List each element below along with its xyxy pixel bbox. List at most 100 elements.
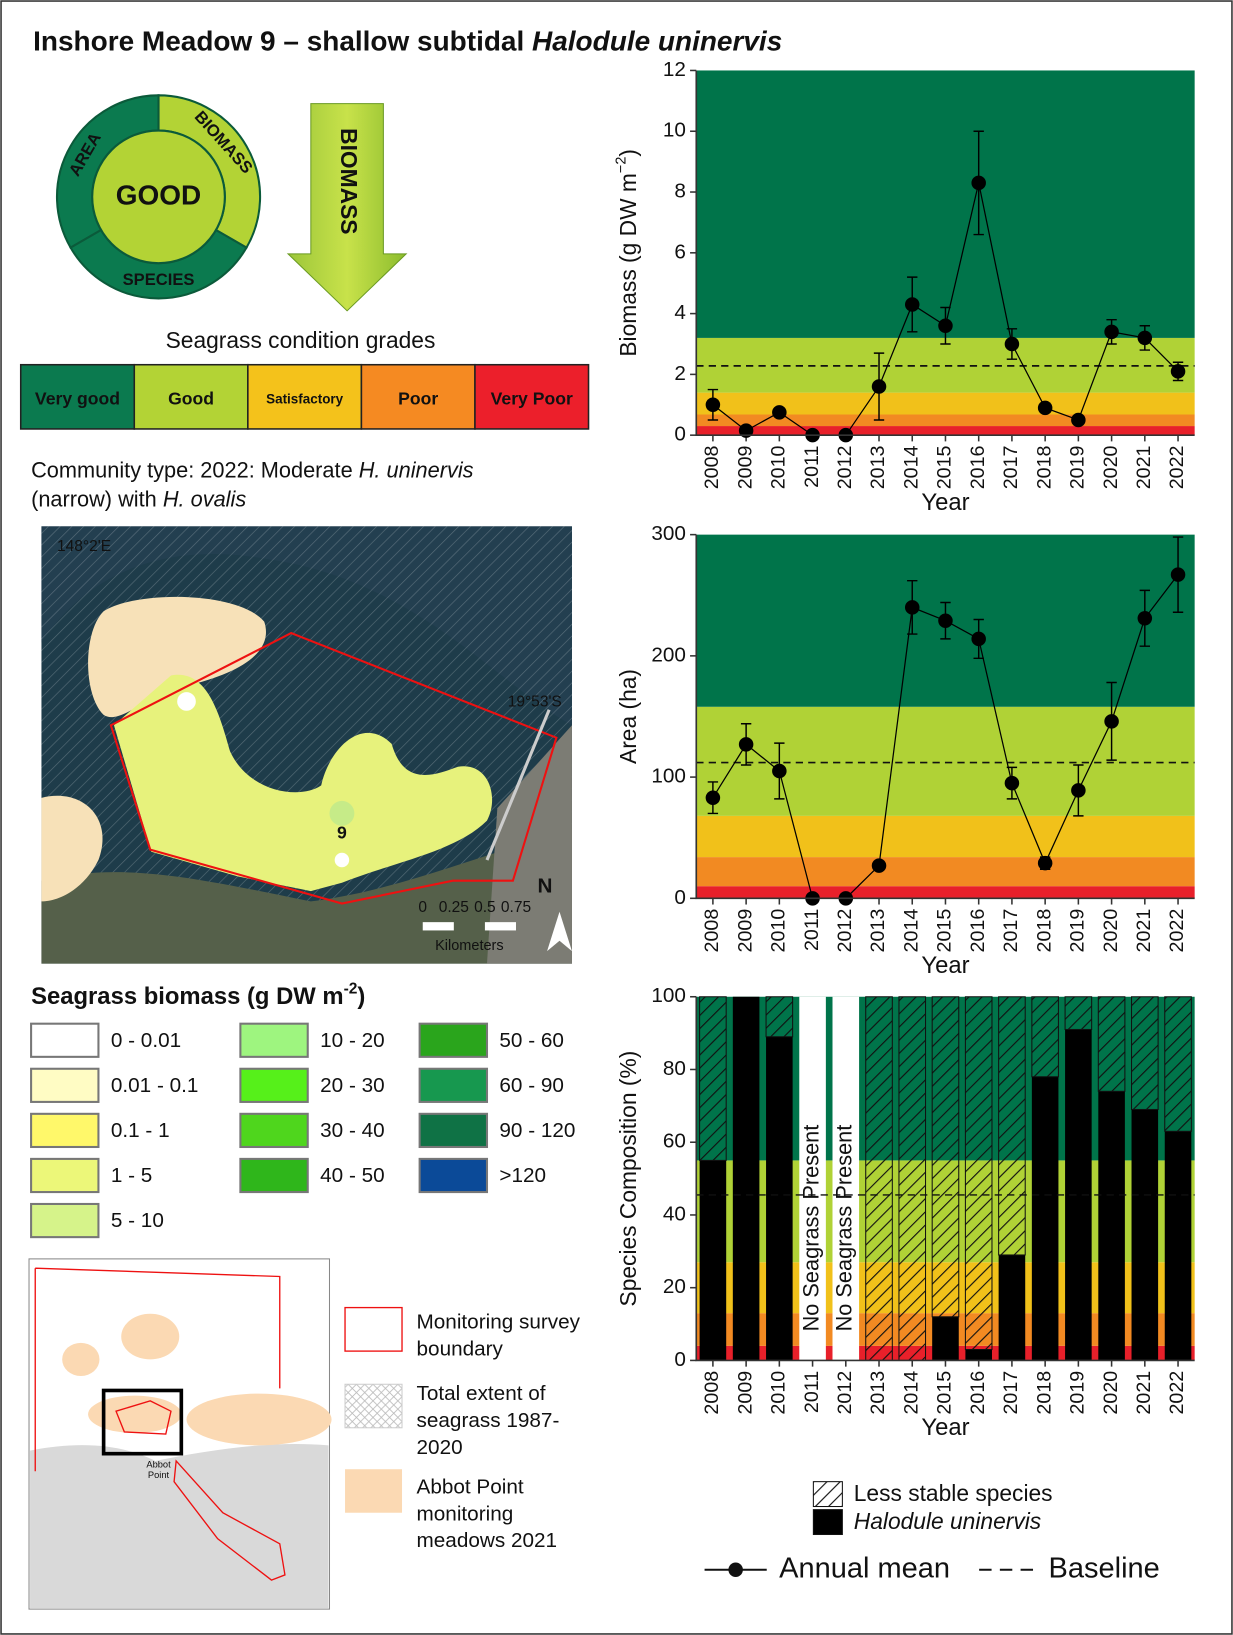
y-tick-label: 80	[663, 1057, 686, 1080]
mean-point	[872, 858, 887, 873]
mean-point	[772, 764, 787, 779]
mean-point	[872, 379, 887, 394]
mean-point	[1038, 856, 1053, 871]
bar-segment	[999, 997, 1026, 1255]
y-tick-label: 0	[674, 1348, 686, 1371]
x-tick-label: 2009	[734, 909, 756, 953]
grade-band	[696, 816, 1194, 857]
inset-land	[30, 1444, 328, 1608]
bar-segment	[1165, 997, 1192, 1132]
map-scale-unit: Kilometers	[435, 938, 503, 954]
bar-segment	[1032, 997, 1059, 1077]
y-tick-label: 60	[663, 1130, 686, 1153]
y-tick-label: 2	[674, 362, 686, 385]
mean-point	[1005, 337, 1020, 352]
x-tick-label: 2015	[934, 909, 956, 953]
badge-grade: GOOD	[116, 179, 201, 210]
inset-legend-label: monitoring	[417, 1502, 514, 1525]
y-tick-label: 200	[651, 643, 686, 666]
map-meadow-label: 9	[337, 823, 347, 843]
page-title: Inshore Meadow 9 – shallow subtidal Halo…	[33, 26, 782, 57]
biomass-class-label: 50 - 60	[499, 1029, 564, 1052]
bar-segment	[1132, 997, 1159, 1110]
grade-band	[696, 707, 1194, 816]
x-tick-label: 2015	[934, 1371, 956, 1415]
inset-legend-label: seagrass 1987-	[417, 1409, 560, 1432]
mean-point	[905, 600, 920, 615]
mean-point	[938, 319, 953, 334]
inset-meadow	[187, 1394, 332, 1446]
bar-segment	[766, 997, 793, 1037]
x-tick-label: 2017	[1000, 1371, 1022, 1415]
inset-legend-label: Monitoring survey	[417, 1311, 581, 1334]
biomass-class-label: 0.1 - 1	[111, 1119, 170, 1142]
grade-band	[696, 393, 1194, 415]
x-tick-label: 2010	[768, 1371, 790, 1415]
map-longitude: 148°2'E	[57, 538, 111, 555]
map-scale-bar	[485, 922, 516, 930]
y-axis-title-text: Species Composition (%)	[615, 1051, 641, 1307]
inset-legend-label: 2020	[417, 1436, 463, 1459]
x-tick-label: 2013	[867, 1371, 889, 1415]
legend-title-text: Seagrass biomass (g DW m	[31, 983, 344, 1010]
inset-legend-label: boundary	[417, 1338, 504, 1361]
mean-point	[1138, 611, 1153, 626]
grades-title: Seagrass condition grades	[166, 327, 436, 353]
grade-label: Satisfactory	[266, 392, 344, 407]
x-tick-label: 2019	[1067, 909, 1089, 953]
x-tick-label: 2011	[801, 446, 823, 488]
biomass-class-label: 90 - 120	[499, 1119, 575, 1142]
mean-point	[1138, 331, 1153, 346]
biomass-legend-title: Seagrass biomass (g DW m-2)	[31, 981, 365, 1010]
legend-swatch-extent	[345, 1384, 402, 1428]
x-tick-label: 2016	[967, 445, 989, 489]
mean-point	[905, 297, 920, 312]
y-axis-title: Area (ha)	[615, 669, 641, 764]
legend-label: Less stable species	[854, 1480, 1053, 1506]
x-tick-label: 2021	[1133, 909, 1155, 953]
x-tick-label: 2018	[1033, 445, 1055, 489]
legend-label: Annual mean	[779, 1552, 950, 1584]
x-tick-label: 2016	[967, 909, 989, 953]
mean-point	[1071, 783, 1086, 798]
legend-title-sup: -2	[344, 981, 358, 998]
grade-label: Very good	[35, 389, 120, 409]
legend-swatch	[813, 1482, 842, 1507]
x-axis-title: Year	[921, 1414, 969, 1441]
biomass-class-label: 10 - 20	[320, 1029, 385, 1052]
y-tick-label: 20	[663, 1275, 686, 1298]
y-tick-label: 4	[674, 301, 686, 324]
mean-point	[1104, 714, 1119, 729]
community-text: (narrow) with	[31, 486, 163, 511]
y-tick-label: 100	[651, 984, 686, 1007]
bar-segment	[866, 997, 893, 1361]
community-line: Community type: 2022: Moderate H. uniner…	[31, 457, 474, 482]
x-axis-title: Year	[921, 952, 969, 979]
x-tick-label: 2008	[701, 1371, 723, 1415]
bar-segment	[766, 1037, 793, 1361]
biomass-swatch	[420, 1114, 487, 1147]
x-tick-label: 2008	[701, 909, 723, 953]
y-tick-label: 100	[651, 765, 686, 788]
y-tick-label: 0	[674, 423, 686, 446]
biomass-class-label: 1 - 5	[111, 1164, 152, 1187]
x-tick-label: 2022	[1166, 909, 1188, 953]
inset-map	[29, 1259, 402, 1609]
community-text: H. uninervis	[359, 457, 474, 482]
community-text: Community type: 2022: Moderate	[31, 457, 359, 482]
x-tick-label: 2021	[1133, 1371, 1155, 1415]
badge-segment-label: SPECIES	[123, 270, 195, 289]
y-axis-title-end: )	[615, 149, 641, 157]
map-scale-label: 0	[418, 899, 427, 916]
x-tick-label: 2016	[967, 1371, 989, 1415]
biomass-swatch	[31, 1159, 98, 1192]
grade-label: Poor	[398, 389, 438, 409]
biomass-class-label: 20 - 30	[320, 1074, 385, 1097]
legend-label: Baseline	[1049, 1552, 1160, 1584]
community-line: (narrow) with H. ovalis	[31, 486, 246, 511]
y-tick-label: 8	[674, 179, 686, 202]
legend-swatch	[813, 1510, 842, 1535]
grade-band	[696, 70, 1194, 337]
biomass-swatch	[240, 1159, 307, 1192]
inset-place: Abbot	[146, 1460, 171, 1470]
